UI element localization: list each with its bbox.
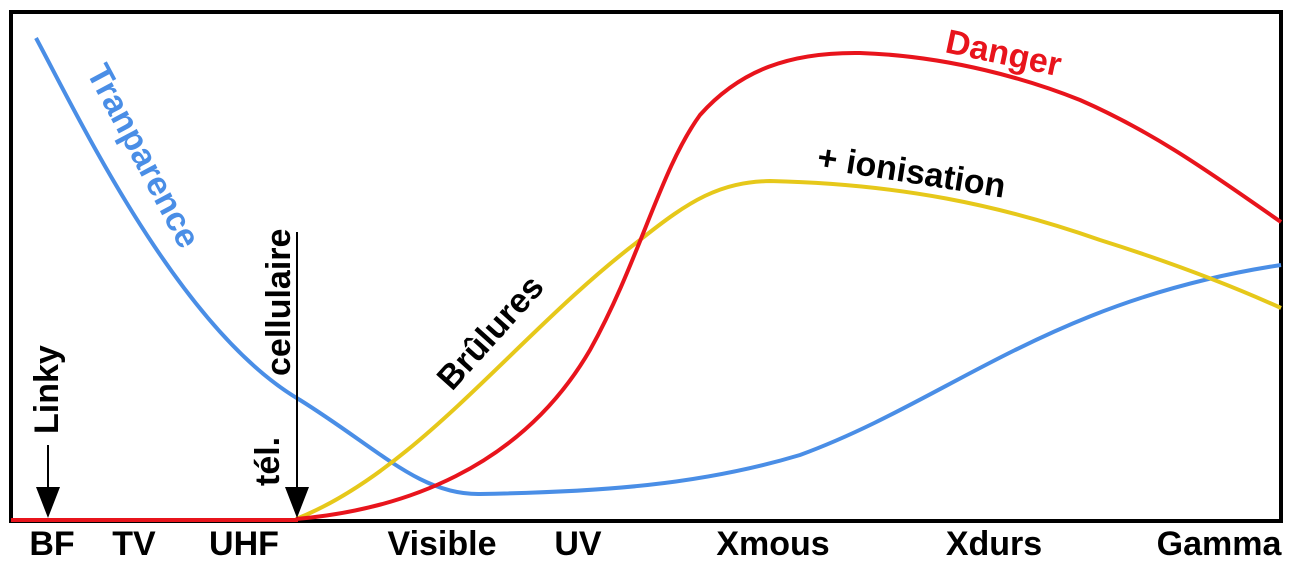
burns-curve [295,178,1282,521]
x-tick-visible: Visible [388,525,497,563]
x-tick-bf: BF [29,525,74,563]
cellphone-label-line1: tél. [249,437,287,486]
cellphone-marker: cellulaire tél. [249,229,309,518]
x-tick-xmous: Xmous [716,525,829,563]
x-tick-xdurs: Xdurs [946,525,1042,563]
cellphone-label-line2: cellulaire [260,229,298,376]
x-tick-gamma: Gamma [1157,525,1283,563]
transparency-curve [34,37,1282,497]
linky-label: Linky [28,345,66,434]
linky-arrow-head [36,487,60,518]
x-tick-uhf: UHF [209,525,279,563]
cellphone-arrow-head [285,487,309,518]
x-axis-labels: BF TV UHF Visible UV Xmous Xdurs Gamma [29,525,1282,563]
plot-frame [9,10,1283,523]
danger-curve [295,50,1283,521]
x-tick-tv: TV [112,525,156,563]
linky-marker: Linky [28,345,66,518]
x-tick-uv: UV [554,525,602,563]
ionisation-label: + ionisation [815,138,1008,205]
